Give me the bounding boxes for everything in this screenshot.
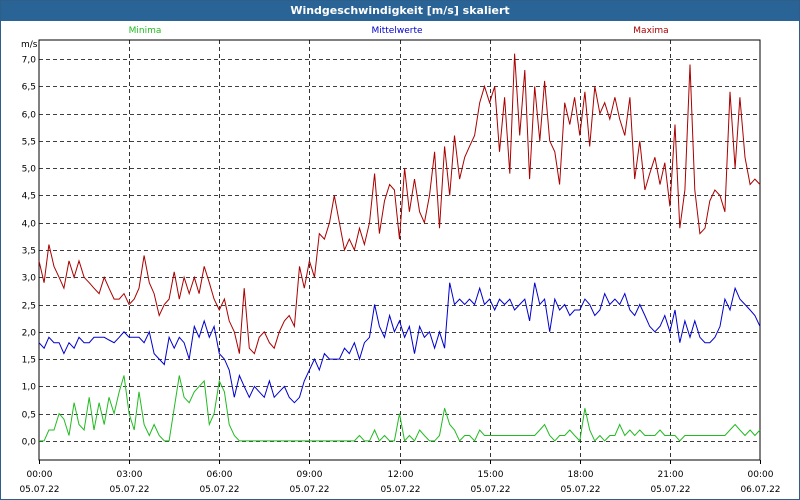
legend-maxima: Maxima: [633, 26, 668, 36]
y-tick-label: 0,5: [22, 411, 36, 421]
y-tick-label: 6,0: [22, 111, 37, 121]
series-line-maxima: [38, 53, 761, 355]
plot-area: [38, 39, 761, 461]
y-tick-label: 3,0: [22, 274, 37, 284]
x-axis: 00:00 05.07.22 03:00 05.07.22 06:00 05.07.22 0…: [19, 460, 781, 495]
x-tick-date: 05.07.22: [380, 485, 420, 495]
series-line-minima: [39, 375, 761, 442]
x-tick-time: 21:00: [658, 470, 684, 480]
x-tick-time: 12:00: [388, 470, 414, 480]
y-tick-label: 4,0: [22, 220, 37, 230]
y-tick-label: 2,5: [22, 302, 36, 312]
x-tick-time: 03:00: [117, 470, 143, 480]
y-tick-label: 3,5: [22, 247, 36, 257]
window-title: Windgeschwindigkeit [m/s] skaliert: [1, 1, 799, 21]
x-tick-date: 05.07.22: [560, 485, 600, 495]
grid: [39, 40, 760, 460]
y-tick-label: 6,5: [22, 83, 36, 93]
y-tick-label: 1,0: [22, 383, 37, 393]
y-tick-label: 5,5: [22, 138, 36, 148]
y-tick-label: 5,0: [22, 165, 37, 175]
y-axis: m/s 0,0 0,5 1,0 1,5 2,0 2,5 3,0 3,5 4,0 4,5 5,0 5,5…: [21, 40, 38, 448]
y-tick-label: 2,0: [22, 329, 37, 339]
legend-mittelwerte: Mittelwerte: [371, 26, 422, 36]
x-tick-time: 09:00: [297, 470, 323, 480]
x-tick-date: 05.07.22: [650, 485, 690, 495]
x-tick-date: 05.07.22: [109, 485, 149, 495]
x-tick-time: 00:00: [27, 470, 53, 480]
x-tick-date: 05.07.22: [470, 485, 510, 495]
x-tick-date: 06.07.22: [740, 485, 780, 495]
y-tick-label: 7,0: [22, 56, 37, 66]
x-tick-time: 15:00: [478, 470, 504, 480]
series-line-mittelwerte: [38, 282, 761, 404]
x-tick-time: 00:00: [748, 470, 774, 480]
y-tick-label: 0,0: [22, 438, 37, 448]
x-tick-date: 05.07.22: [289, 485, 329, 495]
y-tick-label: 4,5: [22, 192, 36, 202]
x-tick-time: 18:00: [568, 470, 594, 480]
legend-minima: Minima: [129, 26, 162, 36]
series-layer: [38, 53, 761, 442]
x-tick-date: 05.07.22: [199, 485, 239, 495]
x-tick-time: 06:00: [207, 470, 233, 480]
y-tick-label: 1,5: [22, 356, 36, 366]
legend: Minima Mittelwerte Maxima: [129, 26, 669, 36]
y-axis-label: m/s: [21, 40, 38, 50]
x-tick-date: 05.07.22: [19, 485, 59, 495]
